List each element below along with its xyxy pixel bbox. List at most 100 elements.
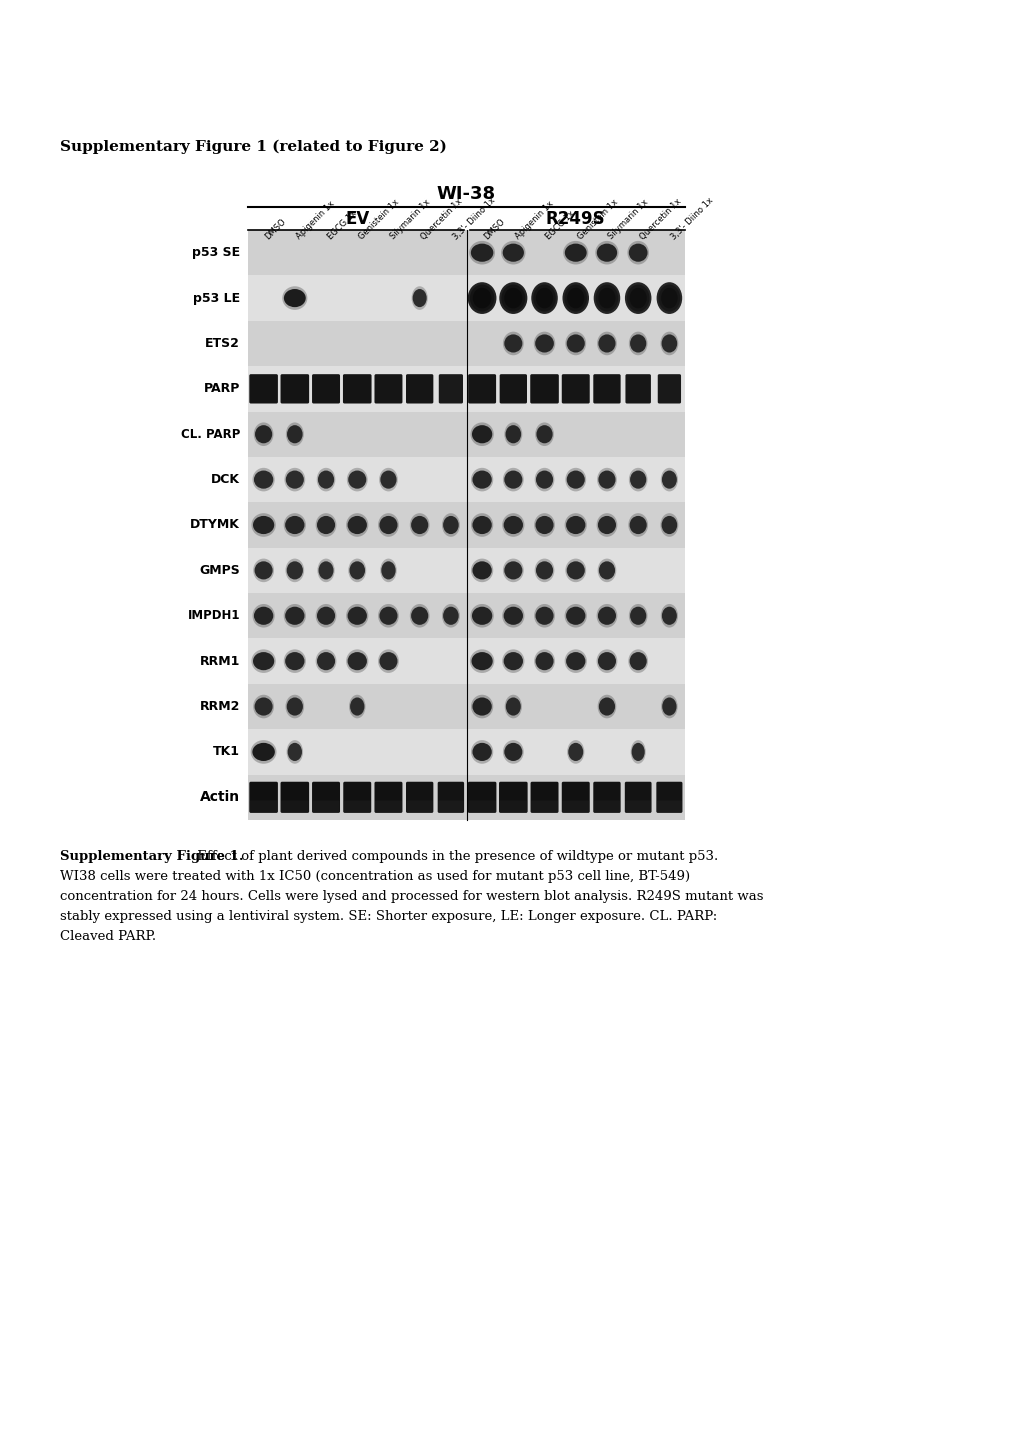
Ellipse shape [630, 470, 646, 489]
Ellipse shape [317, 516, 335, 534]
Text: Quercetin 1x: Quercetin 1x [419, 196, 464, 241]
Ellipse shape [501, 604, 524, 627]
Ellipse shape [471, 467, 493, 492]
Ellipse shape [505, 425, 521, 443]
Text: p53 SE: p53 SE [192, 247, 239, 260]
Ellipse shape [316, 467, 335, 492]
Ellipse shape [378, 649, 398, 673]
Ellipse shape [470, 423, 493, 446]
Text: Supplementary Figure 1 (related to Figure 2): Supplementary Figure 1 (related to Figur… [60, 140, 446, 154]
Text: Apigenin 1x: Apigenin 1x [294, 199, 336, 241]
Ellipse shape [286, 698, 303, 715]
Ellipse shape [567, 335, 584, 352]
FancyBboxPatch shape [498, 782, 527, 813]
Ellipse shape [469, 241, 494, 264]
Ellipse shape [473, 288, 491, 309]
Ellipse shape [471, 652, 492, 671]
Ellipse shape [410, 513, 429, 536]
Ellipse shape [284, 467, 305, 492]
Ellipse shape [286, 425, 303, 443]
FancyBboxPatch shape [437, 782, 464, 813]
Ellipse shape [503, 423, 522, 446]
Text: GMPS: GMPS [199, 564, 239, 577]
Ellipse shape [471, 513, 493, 536]
Ellipse shape [593, 283, 620, 314]
Ellipse shape [253, 558, 274, 583]
FancyBboxPatch shape [280, 373, 309, 404]
Ellipse shape [535, 607, 553, 624]
Ellipse shape [533, 284, 555, 311]
Ellipse shape [598, 335, 614, 352]
Ellipse shape [534, 558, 554, 583]
Text: RRM2: RRM2 [200, 699, 239, 712]
Ellipse shape [597, 695, 615, 718]
Ellipse shape [348, 695, 365, 718]
Text: Genistein 1x: Genistein 1x [575, 198, 619, 241]
Text: PARP: PARP [204, 382, 239, 395]
Ellipse shape [253, 695, 274, 718]
Ellipse shape [656, 283, 682, 314]
Text: p53 LE: p53 LE [193, 291, 239, 304]
Ellipse shape [503, 470, 522, 489]
Ellipse shape [658, 284, 680, 311]
FancyBboxPatch shape [530, 782, 558, 813]
Text: EGCG 1x: EGCG 1x [544, 209, 577, 241]
Bar [248, 275, 685, 320]
Ellipse shape [629, 516, 646, 534]
Ellipse shape [255, 425, 272, 443]
Text: DMSO: DMSO [263, 216, 287, 241]
Ellipse shape [661, 607, 677, 624]
FancyBboxPatch shape [343, 782, 371, 813]
FancyBboxPatch shape [561, 782, 589, 813]
Ellipse shape [630, 740, 645, 764]
Ellipse shape [285, 695, 304, 718]
FancyBboxPatch shape [499, 800, 527, 812]
FancyBboxPatch shape [468, 800, 495, 812]
Ellipse shape [625, 283, 651, 314]
FancyBboxPatch shape [374, 373, 403, 404]
Ellipse shape [283, 288, 306, 307]
Ellipse shape [629, 652, 646, 671]
Ellipse shape [345, 649, 368, 673]
FancyBboxPatch shape [407, 800, 432, 812]
Ellipse shape [315, 649, 336, 673]
Ellipse shape [411, 516, 428, 534]
Ellipse shape [629, 467, 647, 492]
Text: DTYMK: DTYMK [190, 519, 239, 532]
Ellipse shape [503, 561, 522, 580]
Ellipse shape [565, 244, 586, 262]
Bar [248, 593, 685, 639]
Ellipse shape [661, 335, 677, 352]
Ellipse shape [659, 332, 678, 355]
Text: concentration for 24 hours. Cells were lysed and processed for western blot anal: concentration for 24 hours. Cells were l… [60, 890, 763, 903]
Ellipse shape [254, 423, 273, 446]
Ellipse shape [283, 604, 306, 627]
Ellipse shape [567, 740, 584, 764]
Text: Genistein 1x: Genistein 1x [357, 198, 400, 241]
Ellipse shape [502, 740, 523, 764]
Ellipse shape [502, 244, 524, 262]
Text: DMSO: DMSO [482, 216, 506, 241]
Ellipse shape [282, 287, 307, 310]
Ellipse shape [535, 470, 552, 489]
Text: Effect of plant derived compounds in the presence of wildtype or mutant p53.: Effect of plant derived compounds in the… [194, 849, 718, 862]
Ellipse shape [317, 607, 335, 624]
Ellipse shape [566, 516, 585, 534]
Ellipse shape [471, 740, 493, 764]
Ellipse shape [472, 561, 491, 580]
Ellipse shape [534, 649, 554, 673]
Text: WI-38: WI-38 [436, 185, 495, 203]
FancyBboxPatch shape [438, 800, 464, 812]
Ellipse shape [567, 561, 584, 580]
Ellipse shape [629, 604, 647, 627]
Ellipse shape [598, 561, 614, 580]
Ellipse shape [567, 288, 584, 309]
Ellipse shape [285, 558, 304, 583]
Ellipse shape [255, 561, 272, 580]
Ellipse shape [251, 649, 275, 673]
FancyBboxPatch shape [343, 800, 370, 812]
Ellipse shape [565, 513, 586, 536]
Ellipse shape [350, 698, 364, 715]
FancyBboxPatch shape [374, 782, 403, 813]
FancyBboxPatch shape [249, 782, 277, 813]
